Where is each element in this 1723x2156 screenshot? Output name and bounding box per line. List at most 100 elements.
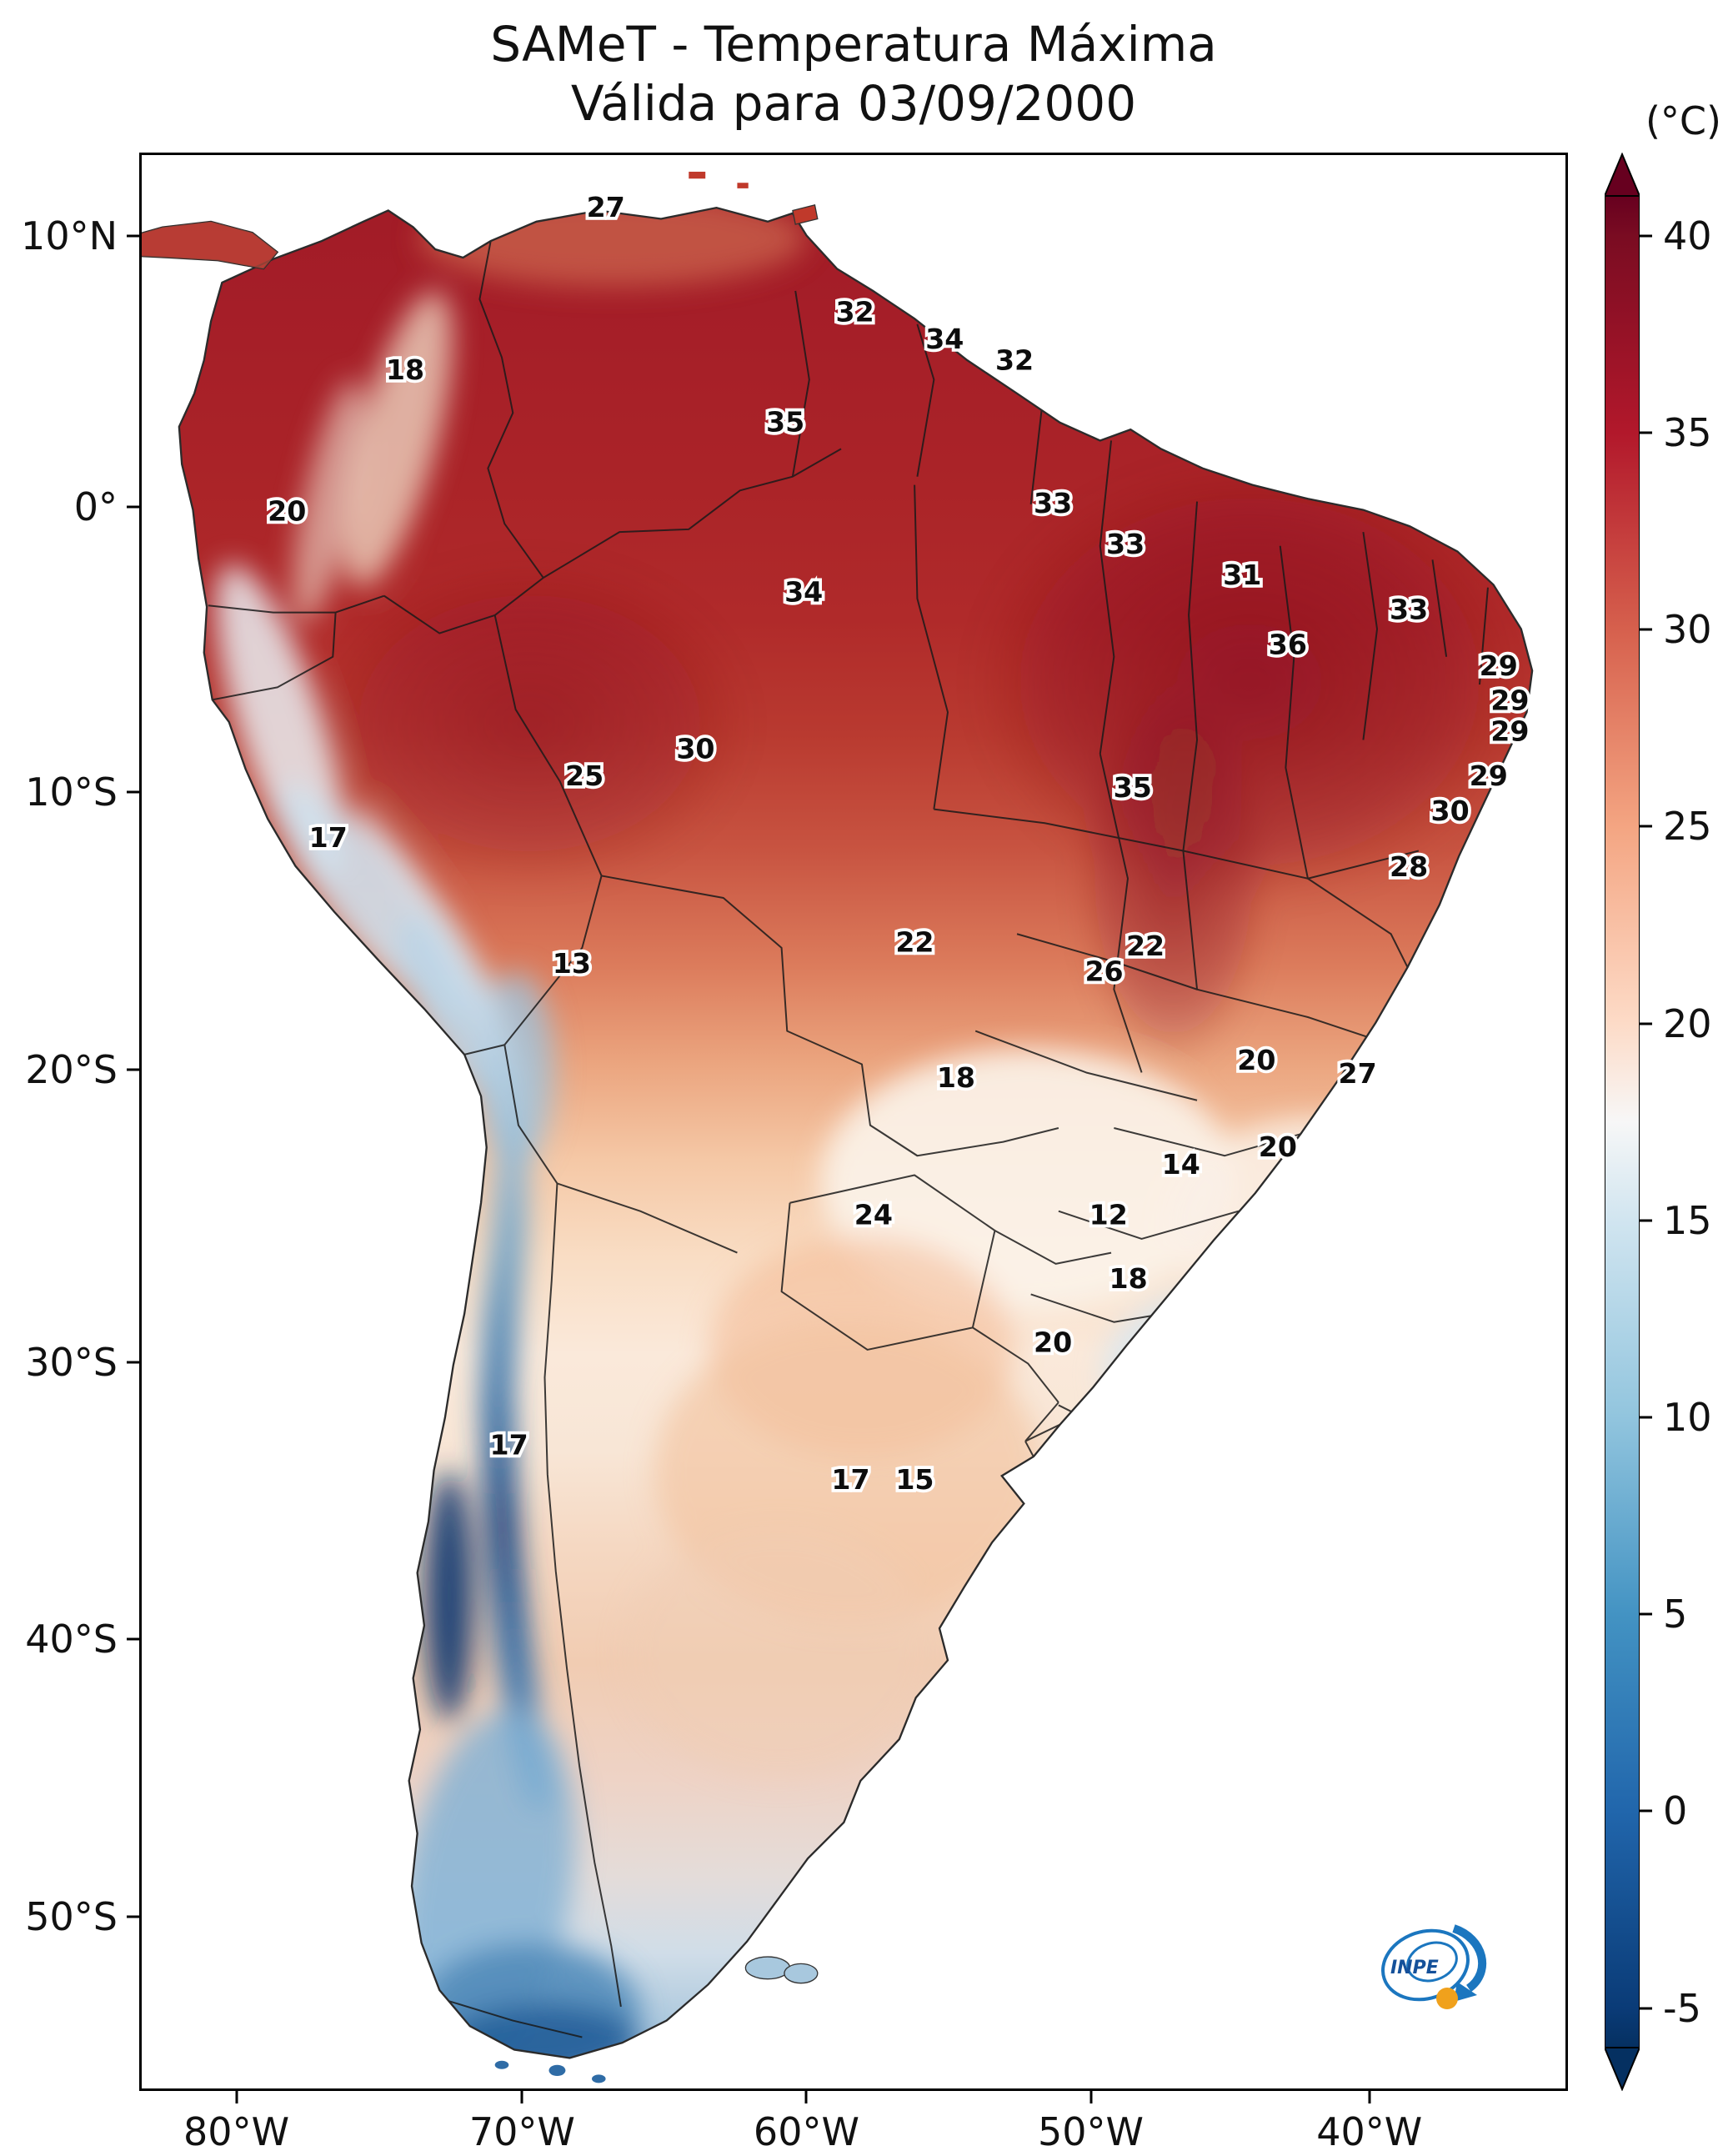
station-temp-label: 32 (995, 343, 1034, 376)
lat-tick-label: 50°S (25, 1893, 118, 1939)
colorbar-tick-label: 40 (1663, 213, 1712, 258)
colorbar-tick-labels: 40 35 30 25 20 15 10 5 0 -5 (1640, 153, 1723, 2091)
colorbar-tick-label: 30 (1663, 607, 1712, 653)
station-temp-label: 15 (895, 1463, 934, 1496)
station-temp-label: 35 (766, 406, 804, 439)
lon-tick-label: 50°W (1038, 2109, 1144, 2154)
inpe-arrow-icon (1452, 1924, 1487, 1993)
station-temp-label: 36 (1269, 628, 1307, 660)
station-temp-label: 33 (1106, 528, 1144, 560)
lat-tick-label: 20°S (25, 1046, 118, 1092)
station-temp-label: 18 (937, 1061, 975, 1094)
title-line1: SAMeT - Temperatura Máxima (490, 16, 1217, 73)
colorbar-tick-mark (1640, 825, 1652, 828)
colorbar-tick-mark (1640, 628, 1652, 631)
lon-tick-mark (1368, 2091, 1371, 2103)
station-temp-label: 27 (587, 191, 625, 223)
station-temp-label: 33 (1034, 487, 1072, 519)
colorbar-tick-mark (1640, 431, 1652, 434)
colorbar-tick-label: 20 (1663, 1000, 1712, 1046)
inpe-orange-dot-icon (1436, 1988, 1458, 2009)
colorbar-tick-mark (1640, 1612, 1652, 1616)
lon-tick-label: 70°W (468, 2109, 575, 2154)
station-temp-label: 22 (1126, 930, 1165, 962)
lat-tick-mark (127, 1915, 139, 1918)
lat-tick-label: 10°N (21, 213, 118, 258)
station-temp-label: 29 (1490, 715, 1529, 748)
lon-tick-label: 80°W (183, 2109, 290, 2154)
colorbar-tick-mark (1640, 1809, 1652, 1813)
islands (494, 171, 819, 2083)
station-temp-label: 18 (1109, 1262, 1148, 1295)
station-temp-label: 29 (1470, 760, 1508, 792)
station-temp-label: 20 (1034, 1326, 1072, 1358)
colorbar-tick-mark (1640, 1022, 1652, 1025)
colorbar-tick-mark (1640, 1416, 1652, 1419)
station-temp-label: 26 (1084, 955, 1123, 987)
station-temp-label: 17 (490, 1428, 528, 1461)
station-temp-label: 12 (1089, 1198, 1128, 1231)
colorbar-bottom-arrow (1605, 2047, 1640, 2091)
colorbar-tick-mark (1640, 234, 1652, 238)
station-temp-label: 32 (836, 295, 874, 328)
station-temp-label: 22 (895, 925, 934, 958)
inpe-orbit-icon (1381, 1928, 1470, 2002)
colorbar-tick-label: 10 (1663, 1395, 1712, 1441)
lat-tick-label: 30°S (25, 1339, 118, 1385)
colorbar-tick-mark (1640, 2007, 1652, 2010)
station-temp-label: 13 (553, 947, 591, 980)
station-temp-label: 18 (386, 353, 424, 386)
inpe-logo: INPE (1367, 1913, 1500, 2026)
station-temp-label: 25 (565, 760, 604, 792)
lon-tick-mark (520, 2091, 523, 2103)
colorbar (1605, 153, 1640, 2091)
colorbar-unit-label: (°C) (1645, 98, 1721, 143)
station-temp-label: 29 (1480, 649, 1518, 682)
station-temp-label: 17 (309, 821, 348, 854)
colorbar-tick-mark (1640, 1219, 1652, 1222)
title-line2: Válida para 03/09/2000 (570, 74, 1137, 132)
figure-title: SAMeT - Temperatura Máxima Válida para 0… (139, 15, 1568, 133)
station-temp-label: 27 (1339, 1057, 1377, 1090)
lon-tick-mark (804, 2091, 808, 2103)
station-temp-label: 20 (1259, 1131, 1297, 1163)
colorbar-tick-label: -5 (1663, 1985, 1701, 2031)
station-temp-label: 34 (925, 323, 964, 355)
lat-tick-mark (127, 1068, 139, 1071)
station-temp-label: 35 (1114, 771, 1152, 804)
station-temp-label: 29 (1490, 684, 1529, 717)
station-temp-label: 30 (676, 732, 714, 765)
lat-tick-mark (127, 234, 139, 238)
lat-tick-label: 10°S (25, 770, 118, 815)
lon-tick-label: 40°W (1316, 2109, 1423, 2154)
lat-tick-mark (127, 790, 139, 794)
lat-tick-mark (127, 505, 139, 509)
station-temp-label: 28 (1390, 850, 1428, 883)
colorbar-top-arrow (1605, 153, 1640, 197)
station-temp-label: 34 (784, 576, 823, 609)
lon-tick-mark (235, 2091, 238, 2103)
station-temp-label: 31 (1223, 559, 1261, 591)
station-temp-label: 20 (1237, 1044, 1275, 1076)
lat-tick-label: 0° (73, 484, 118, 530)
colorbar-tick-label: 35 (1663, 410, 1712, 456)
lat-tick-label: 40°S (25, 1617, 118, 1662)
colorbar-tick-label: 15 (1663, 1197, 1712, 1243)
station-temp-label: 20 (268, 494, 306, 527)
latitude-axis: 10°N 0° 10°S 20°S 30°S 40°S 50°S (0, 153, 139, 2091)
station-temp-label: 17 (831, 1463, 869, 1496)
station-temp-label: 33 (1390, 594, 1428, 626)
colorbar-tick-label: 25 (1663, 804, 1712, 850)
station-temp-label: 14 (1162, 1148, 1200, 1181)
inpe-logo-text: INPE (1390, 1958, 1439, 1978)
colorbar-tick-label: 0 (1663, 1788, 1688, 1834)
lon-tick-mark (1089, 2091, 1093, 2103)
station-temp-label: 30 (1430, 795, 1469, 827)
falkland-islands (744, 1956, 791, 1980)
country-borders (208, 240, 1489, 2038)
map-plot-area: 27 32 34 32 18 35 20 33 33 31 34 33 36 29 29 29 30 25 35 29… (139, 153, 1568, 2091)
station-temp-label: 24 (854, 1198, 893, 1231)
